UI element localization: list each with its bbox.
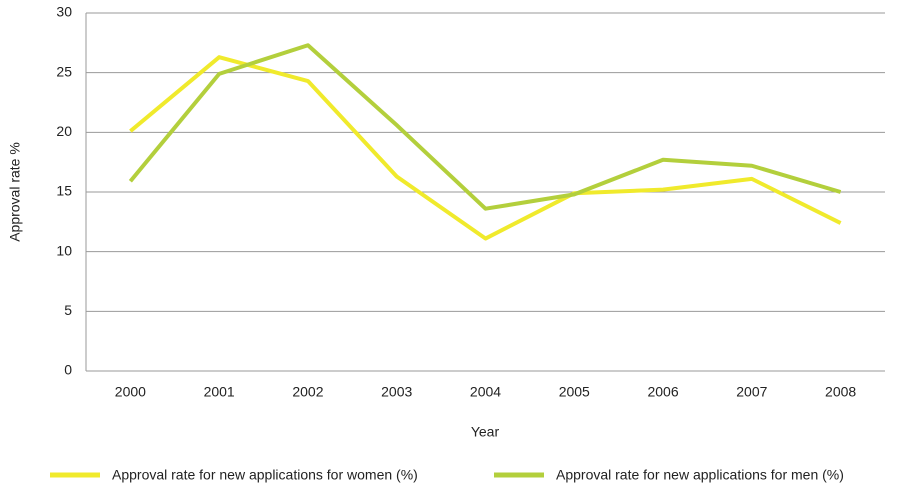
y-axis-label: Approval rate % (7, 142, 23, 242)
x-axis-label: Year (471, 424, 500, 440)
x-tick-label: 2001 (204, 384, 235, 400)
y-tick-label: 30 (56, 4, 72, 20)
x-tick-label: 2002 (292, 384, 323, 400)
y-tick-label: 0 (64, 362, 72, 378)
x-tick-label: 2005 (559, 384, 590, 400)
x-tick-label: 2006 (647, 384, 678, 400)
y-tick-label: 5 (64, 302, 72, 318)
y-tick-label: 25 (56, 63, 72, 79)
y-tick-label: 20 (56, 123, 72, 139)
series-line (129, 55, 842, 241)
series-line (128, 43, 842, 211)
x-tick-label: 2003 (381, 384, 412, 400)
legend-label: Approval rate for new applications for w… (112, 467, 418, 483)
x-tick-label: 2007 (736, 384, 767, 400)
x-tick-label: 2008 (825, 384, 856, 400)
y-tick-label: 15 (56, 183, 72, 199)
legend-label: Approval rate for new applications for m… (556, 467, 844, 483)
y-tick-label: 10 (56, 242, 72, 258)
x-tick-label: 2004 (470, 384, 501, 400)
x-tick-label: 2000 (115, 384, 146, 400)
